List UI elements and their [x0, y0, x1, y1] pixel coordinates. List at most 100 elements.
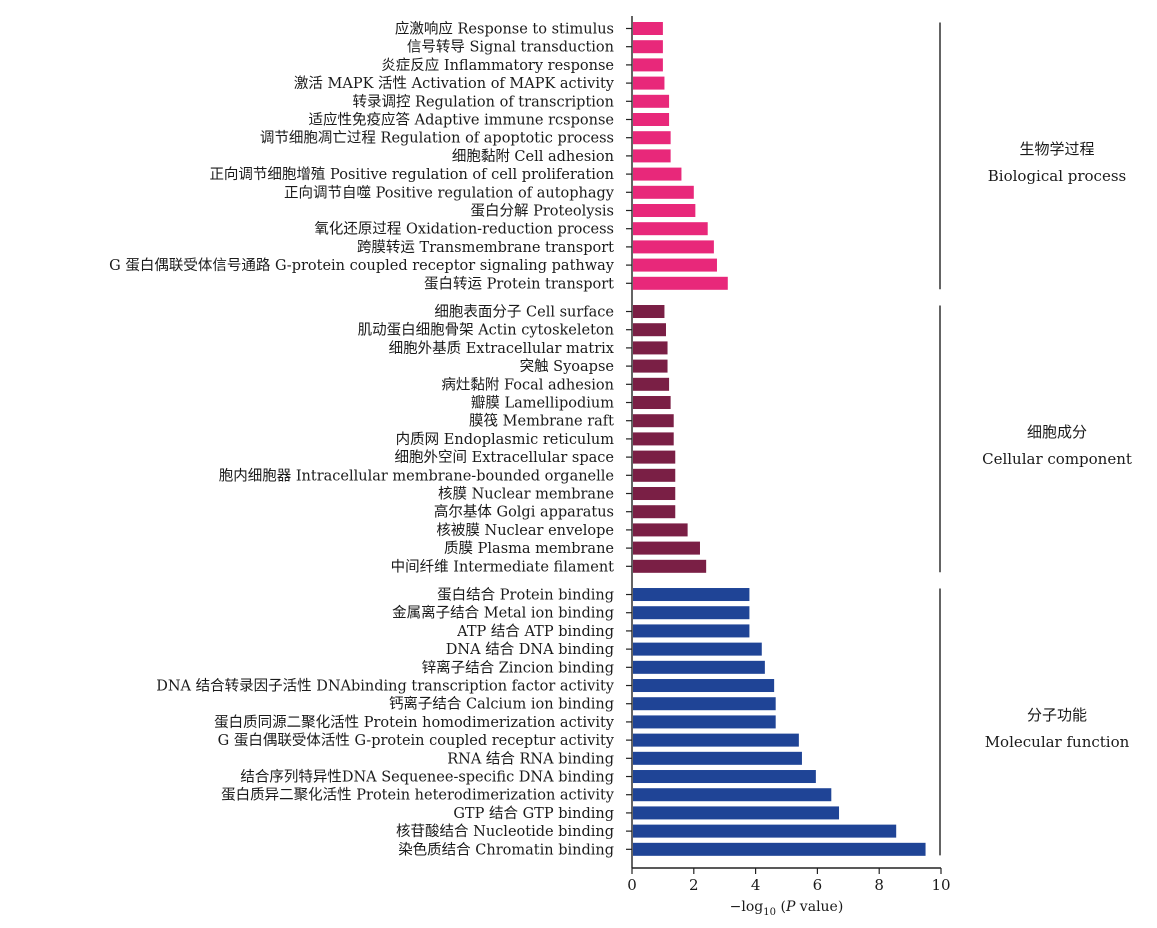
bar: [633, 624, 750, 638]
group-label-en: Biological process: [988, 167, 1126, 185]
bar: [633, 751, 802, 765]
category-label: 蛋白分解 Proteolysis: [470, 203, 614, 220]
bar: [633, 396, 671, 410]
category-label: 病灶黏附 Focal adhesion: [441, 376, 614, 393]
bar: [633, 788, 832, 802]
bar: [633, 359, 668, 373]
category-label: 结合序列特异性DNA Sequenee-specific DNA binding: [240, 769, 614, 786]
category-label: 钙离子结合 Calcium ion binding: [389, 696, 614, 713]
bar: [633, 588, 750, 602]
category-label: 炎症反应 Inflammatory response: [381, 56, 614, 74]
category-label: 蛋白转运 Protein transport: [424, 275, 614, 292]
category-label: 蛋白质同源二聚化活性 Protein homodimerization acti…: [214, 714, 615, 731]
bar: [633, 450, 676, 464]
bar: [633, 240, 714, 254]
bar: [633, 541, 700, 555]
x-tick-label: 2: [689, 876, 699, 894]
bar: [633, 660, 765, 674]
group-label-zh: 分子功能: [1027, 706, 1087, 724]
bar: [633, 204, 696, 217]
category-label: 应激响应 Response to stimulus: [395, 20, 614, 38]
category-label: 细胞外基质 Extracellular matrix: [389, 340, 614, 357]
bar: [633, 167, 682, 181]
bar: [633, 842, 926, 856]
category-label: 细胞表面分子 Cell surface: [434, 304, 614, 321]
bar: [633, 487, 676, 501]
category-label: 细胞黏附 Cell adhesion: [452, 148, 614, 165]
category-label: 信号转导 Signal transduction: [407, 39, 614, 56]
bar: [633, 715, 776, 729]
category-label: 金属离子结合 Metal ion binding: [392, 605, 614, 622]
bar: [633, 185, 694, 199]
x-tick-label: 8: [874, 876, 884, 894]
category-label: 激活 MAPK 活性 Activation of MAPK activity: [294, 75, 615, 92]
x-tick-label: 4: [751, 876, 761, 894]
bar: [633, 323, 666, 337]
category-label: 高尔基体 Golgi apparatus: [434, 504, 614, 521]
category-label: 正向调节细胞增殖 Positive regulation of cell pro…: [209, 166, 614, 183]
bar: [633, 258, 717, 272]
category-label: 蛋白结合 Protein binding: [437, 587, 614, 604]
category-label: 染色质结合 Chromatin binding: [398, 841, 614, 858]
bar: [633, 94, 670, 108]
category-label: 氧化还原过程 Oxidation-reduction process: [314, 221, 614, 238]
bar: [633, 76, 665, 90]
category-label: 锌离子结合 Zincion binding: [422, 659, 614, 676]
category-label: 核苷酸结合 Nucleotide binding: [396, 823, 614, 840]
bar: [633, 276, 728, 290]
bar: [633, 131, 671, 145]
bar: [633, 806, 840, 820]
category-label: 细胞外空间 Extracellular space: [395, 449, 614, 466]
category-label: 转录调控 Regulation of transcription: [352, 93, 614, 110]
bar: [633, 468, 676, 482]
category-label: G 蛋白偶联受体信号通路 G-protein coupled receptor …: [109, 257, 615, 274]
group-label-zh: 生物学过程: [1019, 140, 1094, 158]
category-label: 瓣膜 Lamellipodium: [471, 395, 614, 412]
bar: [633, 113, 670, 126]
category-label: DNA 结合转录因子活性 DNAbinding transcription fa…: [156, 678, 615, 695]
category-label: 跨膜转运 Transmembrane transport: [357, 239, 614, 256]
bar: [633, 377, 670, 391]
group-label-en: Cellular component: [982, 450, 1132, 468]
bar: [633, 414, 674, 428]
bar: [633, 824, 897, 838]
category-label: 肌动蛋白细胞骨架 Actin cytoskeleton: [358, 322, 614, 339]
category-label: 突触 Syoapse: [520, 358, 614, 375]
bar: [633, 523, 688, 537]
bar: [633, 679, 775, 693]
category-label: ATP 结合 ATP binding: [456, 623, 614, 640]
category-label: 核膜 Nuclear membrane: [438, 486, 614, 503]
category-label: 胞内细胞器 Intracellular membrane-bounded org…: [219, 467, 614, 484]
bar: [633, 341, 668, 355]
bar: [633, 697, 776, 711]
category-label: 适应性免疫应答 Adaptive immune rcsponse: [308, 111, 614, 129]
bar: [633, 770, 816, 784]
category-label: 正向调节自噬 Positive regulation of autophagy: [284, 184, 615, 201]
category-label: 内质网 Endoplasmic reticulum: [396, 431, 615, 448]
bar: [633, 606, 750, 620]
x-tick-label: 10: [931, 876, 950, 894]
group-label-en: Molecular function: [985, 733, 1130, 751]
bar: [633, 733, 799, 747]
bar: [633, 432, 674, 446]
category-label: 调节细胞凋亡过程 Regulation of apoptotic process: [260, 130, 614, 147]
bar: [633, 642, 762, 656]
category-label: 膜筏 Membrane raft: [469, 413, 614, 430]
bar: [633, 505, 676, 519]
x-tick-label: 0: [627, 876, 637, 894]
category-label: 中间纤维 Intermediate filament: [391, 558, 615, 575]
category-label: GTP 结合 GTP binding: [453, 805, 614, 822]
category-label: 核被膜 Nuclear envelope: [436, 522, 614, 539]
category-label: RNA 结合 RNA binding: [447, 750, 614, 767]
x-axis-title: −log10 (P value): [730, 899, 844, 918]
bar: [633, 22, 663, 35]
bar: [633, 40, 663, 54]
category-label: 蛋白质异二聚化活性 Protein heterodimerization act…: [221, 787, 615, 804]
bar: [633, 305, 665, 319]
category-label: 质膜 Plasma membrane: [444, 540, 614, 557]
x-tick-label: 6: [813, 876, 823, 894]
bar: [633, 222, 708, 236]
bar: [633, 58, 663, 72]
